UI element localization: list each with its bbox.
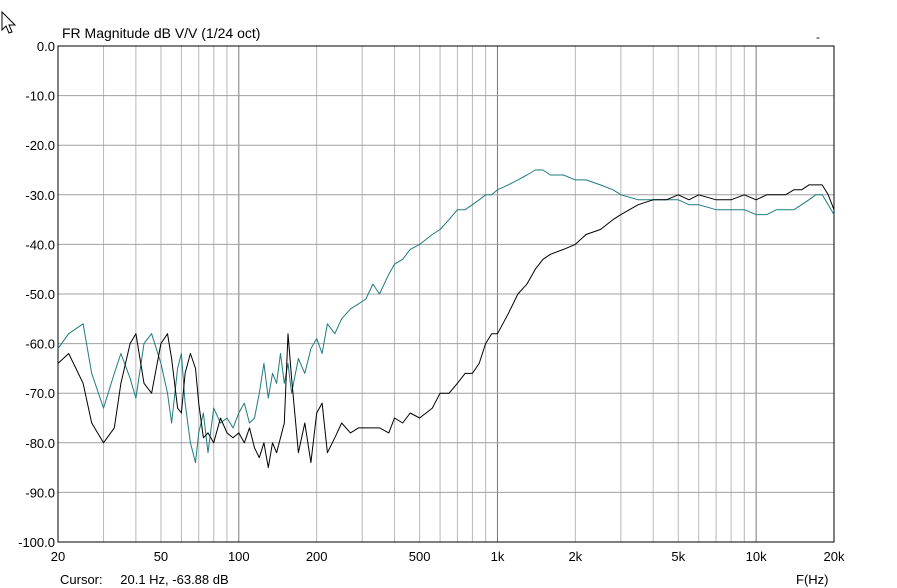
- y-tick-label: -70.0: [25, 386, 55, 401]
- cursor-label: Cursor:: [60, 572, 103, 587]
- x-tick-label: 200: [306, 549, 328, 564]
- y-tick-label: -100.0: [18, 535, 55, 550]
- plot-frame: [57, 45, 835, 543]
- x-tick-label: 100: [228, 549, 250, 564]
- y-tick-label: -90.0: [25, 485, 55, 500]
- x-axis-label: F(Hz): [796, 572, 829, 587]
- x-tick-label: 5k: [671, 549, 685, 564]
- corner-mark: -: [816, 30, 820, 44]
- chart-title: FR Magnitude dB V/V (1/24 oct): [62, 25, 261, 41]
- y-tick-label: -40.0: [25, 237, 55, 252]
- x-tick-labels: 20 50 100 200 500 1k 2k 5k 10k 20k: [51, 549, 845, 564]
- x-tick-label: 50: [154, 549, 168, 564]
- x-tick-label: 1k: [491, 549, 505, 564]
- x-tick-label: 10k: [746, 549, 767, 564]
- series-line-1: [57, 169, 835, 464]
- y-tick-label: -10.0: [25, 89, 55, 104]
- x-tick-label: 2k: [568, 549, 582, 564]
- grid-layer: [58, 46, 834, 542]
- cursor-readout: Cursor: 20.1 Hz, -63.88 dB: [60, 572, 229, 587]
- y-tick-label: 0.0: [37, 39, 55, 54]
- mouse-pointer-icon: [1, 10, 17, 34]
- series-line-2: [57, 184, 835, 469]
- y-tick-label: -80.0: [25, 436, 55, 451]
- x-tick-label: 20k: [824, 549, 845, 564]
- series-layer: [57, 169, 835, 469]
- y-tick-label: -60.0: [25, 337, 55, 352]
- y-tick-labels: 0.0 -10.0 -20.0 -30.0 -40.0 -50.0 -60.0 -70.0 -8…: [18, 39, 55, 550]
- cursor-value: 20.1 Hz, -63.88 dB: [120, 572, 229, 587]
- x-tick-label: 500: [409, 549, 431, 564]
- y-tick-label: -50.0: [25, 287, 55, 302]
- y-tick-label: -20.0: [25, 138, 55, 153]
- x-tick-label: 20: [51, 549, 65, 564]
- y-tick-label: -30.0: [25, 188, 55, 203]
